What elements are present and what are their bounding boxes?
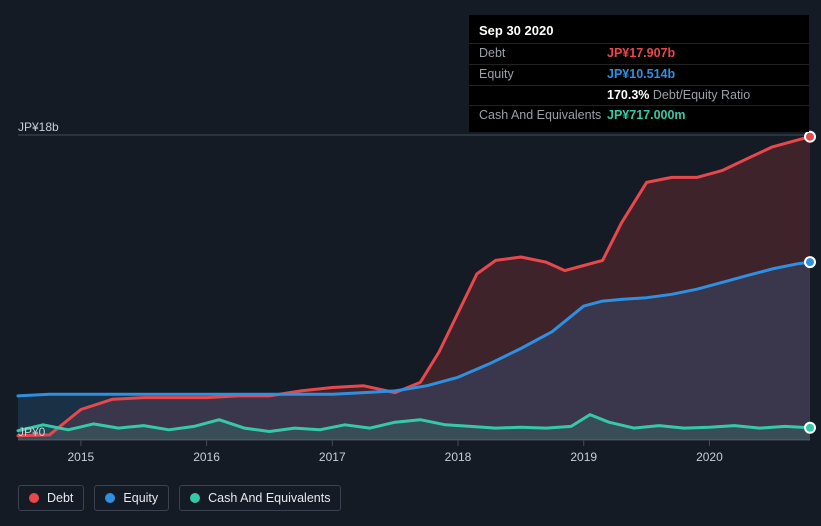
- legend-dot-icon: [190, 493, 200, 503]
- tooltip-row-value: 170.3% Debt/Equity Ratio: [607, 88, 799, 104]
- legend-dot-icon: [105, 493, 115, 503]
- legend-item-label: Equity: [123, 491, 158, 505]
- x-tick-label: 2018: [445, 450, 472, 464]
- tooltip-row-value: JP¥10.514b: [607, 67, 799, 83]
- hover-marker-dot: [806, 133, 814, 141]
- tooltip-row-cash: Cash And Equivalents JP¥717.000m: [469, 105, 809, 126]
- tooltip-row-value: JP¥717.000m: [607, 108, 799, 124]
- legend-item-debt[interactable]: Debt: [18, 485, 84, 511]
- tooltip-row-value: JP¥17.907b: [607, 46, 799, 62]
- x-tick-label: 2020: [696, 450, 723, 464]
- legend-item-label: Debt: [47, 491, 73, 505]
- y-tick-label: JP¥18b: [18, 120, 59, 134]
- tooltip-row-label: Equity: [479, 67, 607, 83]
- tooltip-ratio-suffix: Debt/Equity Ratio: [653, 88, 750, 102]
- tooltip-row-label: Cash And Equivalents: [479, 108, 607, 124]
- legend-item-equity[interactable]: Equity: [94, 485, 169, 511]
- x-tick-label: 2015: [67, 450, 94, 464]
- hover-marker-dot: [806, 424, 814, 432]
- chart-container: Sep 30 2020 Debt JP¥17.907b Equity JP¥10…: [0, 0, 821, 526]
- tooltip-row-equity: Equity JP¥10.514b: [469, 64, 809, 85]
- tooltip-row-label: [479, 88, 607, 104]
- hover-marker-dot: [806, 258, 814, 266]
- legend-dot-icon: [29, 493, 39, 503]
- hover-tooltip: Sep 30 2020 Debt JP¥17.907b Equity JP¥10…: [469, 15, 809, 132]
- y-tick-label: JP¥0: [18, 425, 45, 439]
- x-tick-label: 2019: [570, 450, 597, 464]
- x-tick-label: 2016: [193, 450, 220, 464]
- legend-item-cash[interactable]: Cash And Equivalents: [179, 485, 341, 511]
- chart-legend: Debt Equity Cash And Equivalents: [18, 485, 341, 511]
- tooltip-row-label: Debt: [479, 46, 607, 62]
- tooltip-row-debt: Debt JP¥17.907b: [469, 43, 809, 64]
- tooltip-date: Sep 30 2020: [469, 21, 809, 43]
- tooltip-ratio-value: 170.3%: [607, 88, 649, 102]
- tooltip-row-ratio: 170.3% Debt/Equity Ratio: [469, 85, 809, 106]
- legend-item-label: Cash And Equivalents: [208, 491, 330, 505]
- x-tick-label: 2017: [319, 450, 346, 464]
